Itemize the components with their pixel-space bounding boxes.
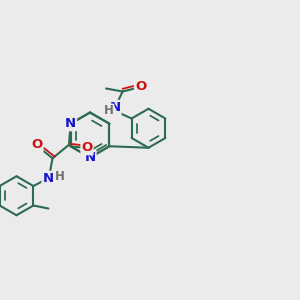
Text: H: H — [103, 104, 113, 118]
Text: H: H — [55, 170, 65, 183]
Text: O: O — [81, 141, 93, 154]
Text: N: N — [65, 117, 76, 130]
Text: N: N — [110, 101, 121, 114]
Text: N: N — [43, 172, 54, 185]
Text: O: O — [31, 138, 43, 151]
Text: O: O — [135, 80, 146, 94]
Text: N: N — [84, 151, 96, 164]
